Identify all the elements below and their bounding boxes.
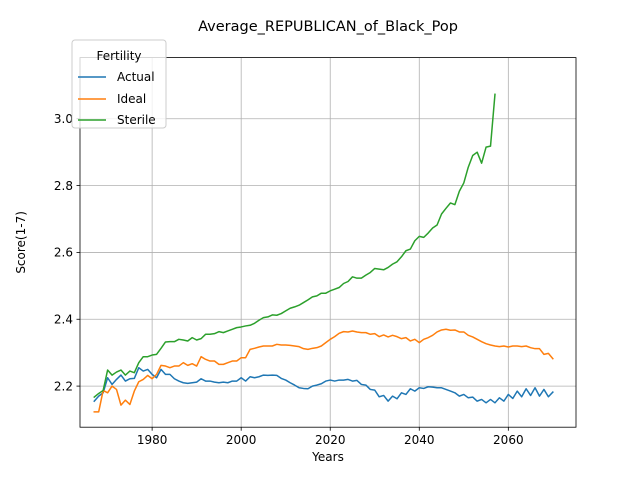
y-tick-label: 3.0 (54, 112, 73, 126)
y-tick-label: 2.2 (54, 379, 73, 393)
y-tick-label: 2.4 (54, 313, 73, 327)
x-tick-label: 2000 (226, 433, 257, 447)
plot-frame (79, 57, 577, 428)
x-tick-label: 2040 (404, 433, 435, 447)
legend-label-actual: Actual (117, 70, 155, 84)
series-line-actual (93, 366, 554, 404)
y-axis-ticks: 2.2 2.4 2.6 2.8 3.0 (54, 112, 80, 393)
legend-label-ideal: Ideal (117, 92, 146, 106)
x-tick-label: 1980 (137, 433, 168, 447)
x-tick-label: 2020 (315, 433, 346, 447)
legend-label-sterile: Sterile (117, 113, 156, 127)
series-lines (93, 93, 554, 413)
legend: Fertility Actual Ideal Sterile (71, 39, 167, 129)
series-line-ideal (93, 328, 554, 413)
legend-box (71, 39, 167, 129)
x-tick-label: 2060 (493, 433, 524, 447)
series-line-sterile (93, 93, 496, 399)
legend-title: Fertility (96, 49, 141, 63)
chart-title: Average_REPUBLICAN_of_Black_Pop (198, 19, 458, 35)
y-tick-label: 2.6 (54, 246, 73, 260)
y-tick-label: 2.8 (54, 179, 73, 193)
y-axis-label: Score(1-7) (14, 211, 28, 274)
x-axis-label: Years (311, 450, 344, 464)
x-axis-ticks: 1980 2000 2020 2040 2060 (137, 427, 524, 447)
